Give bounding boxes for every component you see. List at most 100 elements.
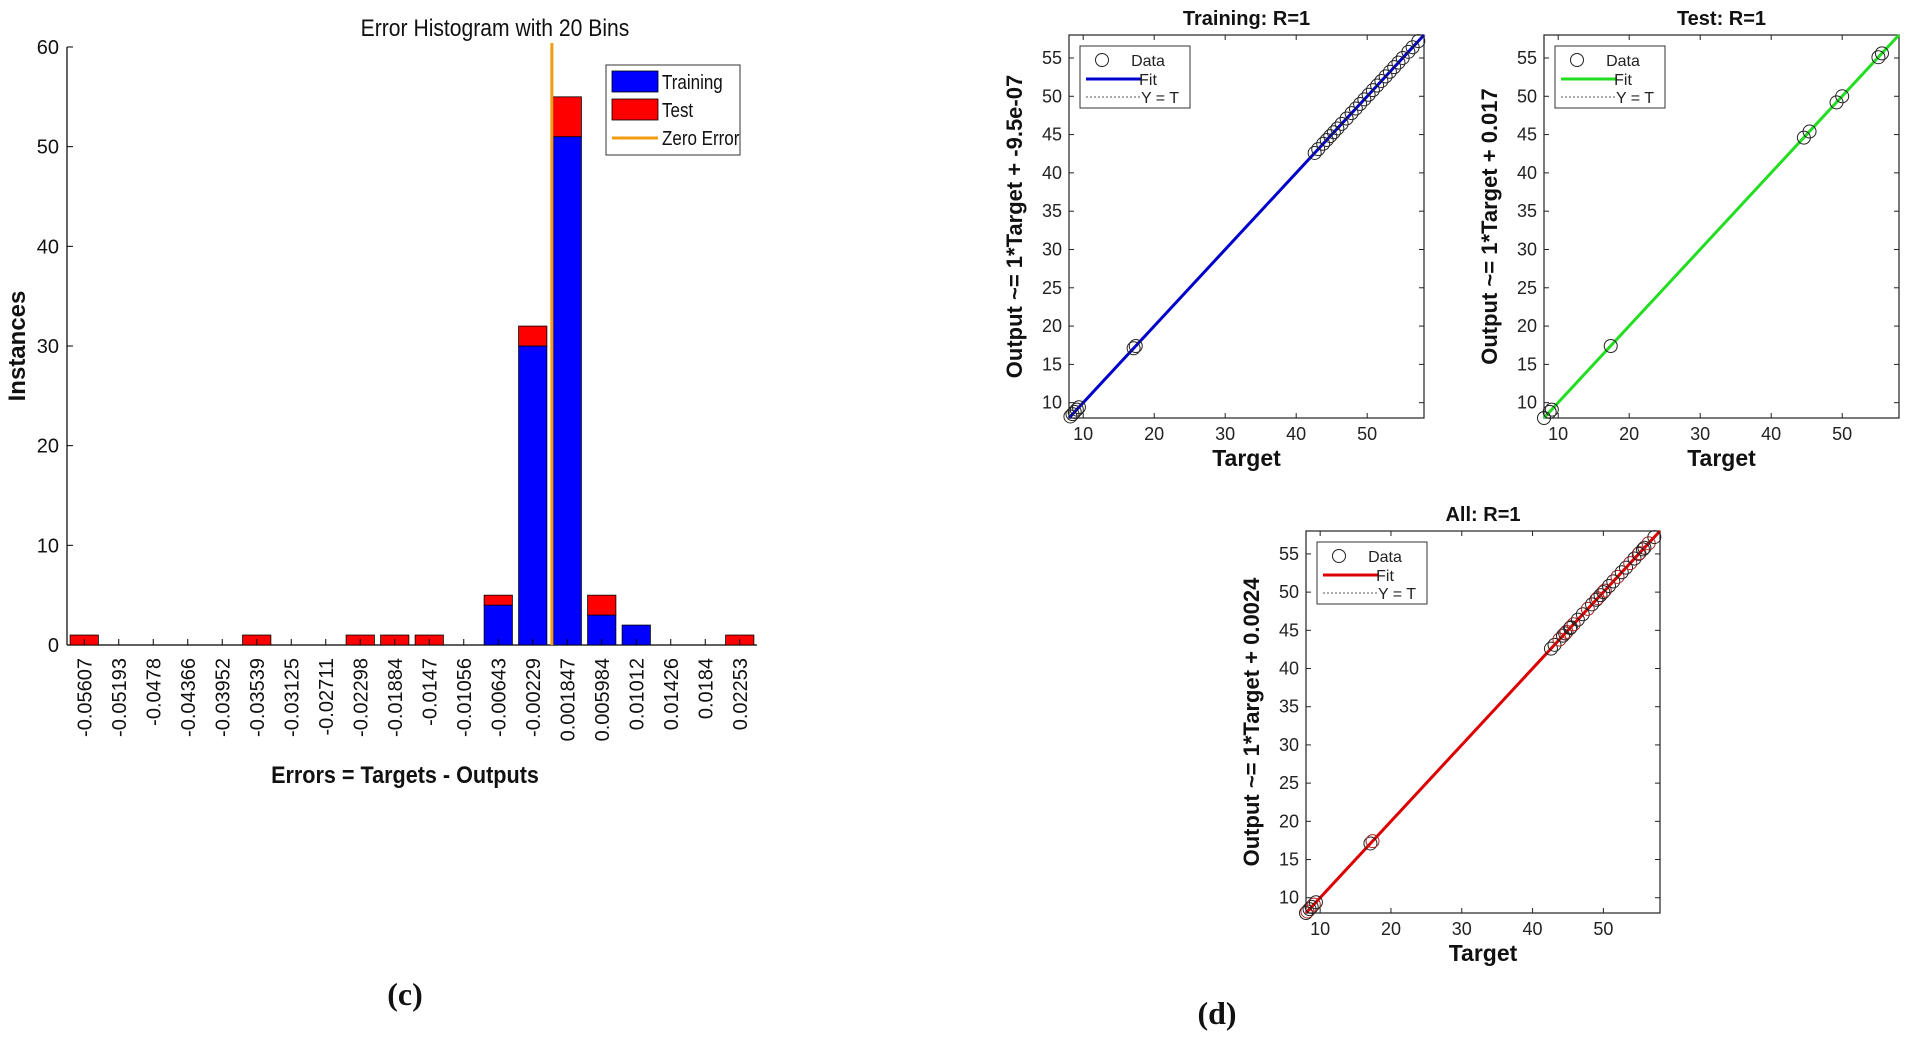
regression-x-tick-label: 40	[1523, 919, 1543, 939]
histogram-x-tick-label: 0.02253	[730, 658, 752, 730]
histogram-x-tick-label: -0.02298	[350, 658, 372, 737]
regression-y-label: Output ~= 1*Target + 0.017	[1477, 88, 1502, 365]
regression-title: All: R=1	[1445, 504, 1520, 526]
regression-y-tick-label: 10	[1517, 393, 1537, 413]
legend-identity-label: Y = T	[1378, 586, 1416, 603]
regression-y-tick-label: 40	[1279, 659, 1299, 679]
regression-title: Test: R=1	[1677, 8, 1766, 30]
data-point	[1559, 624, 1574, 639]
data-point	[1871, 50, 1886, 65]
regression-y-tick-label: 15	[1042, 354, 1062, 374]
legend-fit-label: Fit	[1614, 72, 1632, 89]
regression-y-tick-label: 10	[1042, 393, 1062, 413]
data-point	[1610, 569, 1625, 584]
legend-data-marker	[1332, 549, 1346, 563]
regression-x-tick-label: 20	[1144, 424, 1164, 444]
regression-y-tick-label: 40	[1517, 163, 1537, 183]
histogram-y-tick-label: 40	[37, 236, 59, 258]
data-point	[1126, 341, 1141, 356]
data-point	[1348, 101, 1363, 116]
data-point	[1365, 83, 1380, 98]
legend-training-label: Training	[662, 71, 723, 94]
bar-test	[552, 96, 582, 138]
histogram-y-tick-label: 60	[37, 37, 59, 59]
histogram-x-tick-label: -0.05193	[109, 658, 131, 737]
data-point	[1330, 121, 1345, 136]
data-point	[1647, 530, 1662, 545]
regression-y-tick-label: 15	[1279, 850, 1299, 870]
regression-y-tick-label: 45	[1279, 620, 1299, 640]
data-point	[1619, 560, 1634, 575]
regression-x-label: Target	[1449, 940, 1518, 966]
histogram-title: Error Histogram with 20 Bins	[361, 15, 630, 42]
data-point	[1378, 69, 1393, 84]
regression-x-label: Target	[1212, 445, 1281, 471]
histogram-x-tick-label: 0.005984	[592, 658, 614, 741]
data-point	[1570, 612, 1585, 627]
data-point	[1556, 628, 1571, 643]
data-point	[1370, 78, 1385, 93]
legend-identity-label: Y = T	[1141, 90, 1179, 107]
data-point	[1128, 338, 1143, 353]
data-point	[1411, 34, 1426, 49]
data-point	[1602, 579, 1617, 594]
histogram-x-tick-label: -0.00229	[523, 658, 545, 737]
histogram-x-tick-label: -0.03125	[281, 658, 303, 737]
data-point	[1563, 621, 1578, 636]
regression-x-tick-label: 30	[1690, 424, 1710, 444]
data-point	[1623, 556, 1638, 571]
histogram-y-tick-label: 10	[37, 535, 59, 557]
panel-label-c: (c)	[387, 976, 423, 1012]
regression-y-tick-label: 40	[1042, 163, 1062, 183]
data-point	[1304, 899, 1319, 914]
data-point	[1627, 551, 1642, 566]
regression-x-tick-label: 20	[1381, 919, 1401, 939]
data-point	[1632, 546, 1647, 561]
histogram-y-tick-label: 0	[48, 635, 59, 657]
regression-y-tick-label: 50	[1279, 582, 1299, 602]
data-point	[1544, 402, 1559, 417]
bar-training	[518, 345, 548, 646]
histogram-x-tick-label: -0.03952	[212, 658, 234, 737]
data-point	[1357, 92, 1372, 107]
data-point	[1071, 400, 1086, 415]
legend-fit-label: Fit	[1139, 72, 1157, 89]
data-point	[1603, 338, 1618, 353]
data-point	[1382, 64, 1397, 79]
regression-y-label: Output ~= 1*Target + 0.0024	[1239, 577, 1264, 867]
histogram-x-tick-label: 0.001847	[557, 658, 579, 741]
legend-training-swatch	[611, 70, 659, 93]
regression-x-tick-label: 50	[1593, 919, 1613, 939]
regression-y-tick-label: 35	[1279, 697, 1299, 717]
legend-fit-label: Fit	[1376, 568, 1394, 585]
data-point	[1547, 637, 1562, 652]
regression-y-tick-label: 15	[1517, 354, 1537, 374]
regression-x-tick-label: 50	[1357, 424, 1377, 444]
regression-x-tick-label: 10	[1548, 424, 1568, 444]
legend-identity-label: Y = T	[1616, 90, 1654, 107]
data-point	[1542, 404, 1557, 419]
regression-y-tick-label: 30	[1042, 239, 1062, 259]
regression-y-tick-label: 20	[1517, 316, 1537, 336]
legend-data-label: Data	[1131, 53, 1165, 70]
data-point	[1637, 540, 1652, 555]
data-point	[1361, 87, 1376, 102]
regression-x-tick-label: 20	[1619, 424, 1639, 444]
histogram-x-tick-label: -0.01884	[385, 658, 407, 737]
histogram-x-tick-label: 0.01012	[626, 658, 648, 730]
regression-y-tick-label: 35	[1517, 201, 1537, 221]
error-histogram-panel: Error Histogram with 20 Bins 0 10 20 30 40 50…	[4, 15, 757, 1012]
data-point	[1387, 60, 1402, 75]
data-point	[1543, 641, 1558, 656]
regression-y-tick-label: 45	[1517, 125, 1537, 145]
regression-x-tick-label: 10	[1310, 919, 1330, 939]
histogram-x-tick-label: -0.00643	[488, 658, 510, 737]
histogram-y-label: Instances	[4, 291, 31, 402]
data-point	[1391, 55, 1406, 70]
legend-test-label: Test	[662, 99, 694, 122]
data-point	[1374, 73, 1389, 88]
data-point	[1589, 592, 1604, 607]
